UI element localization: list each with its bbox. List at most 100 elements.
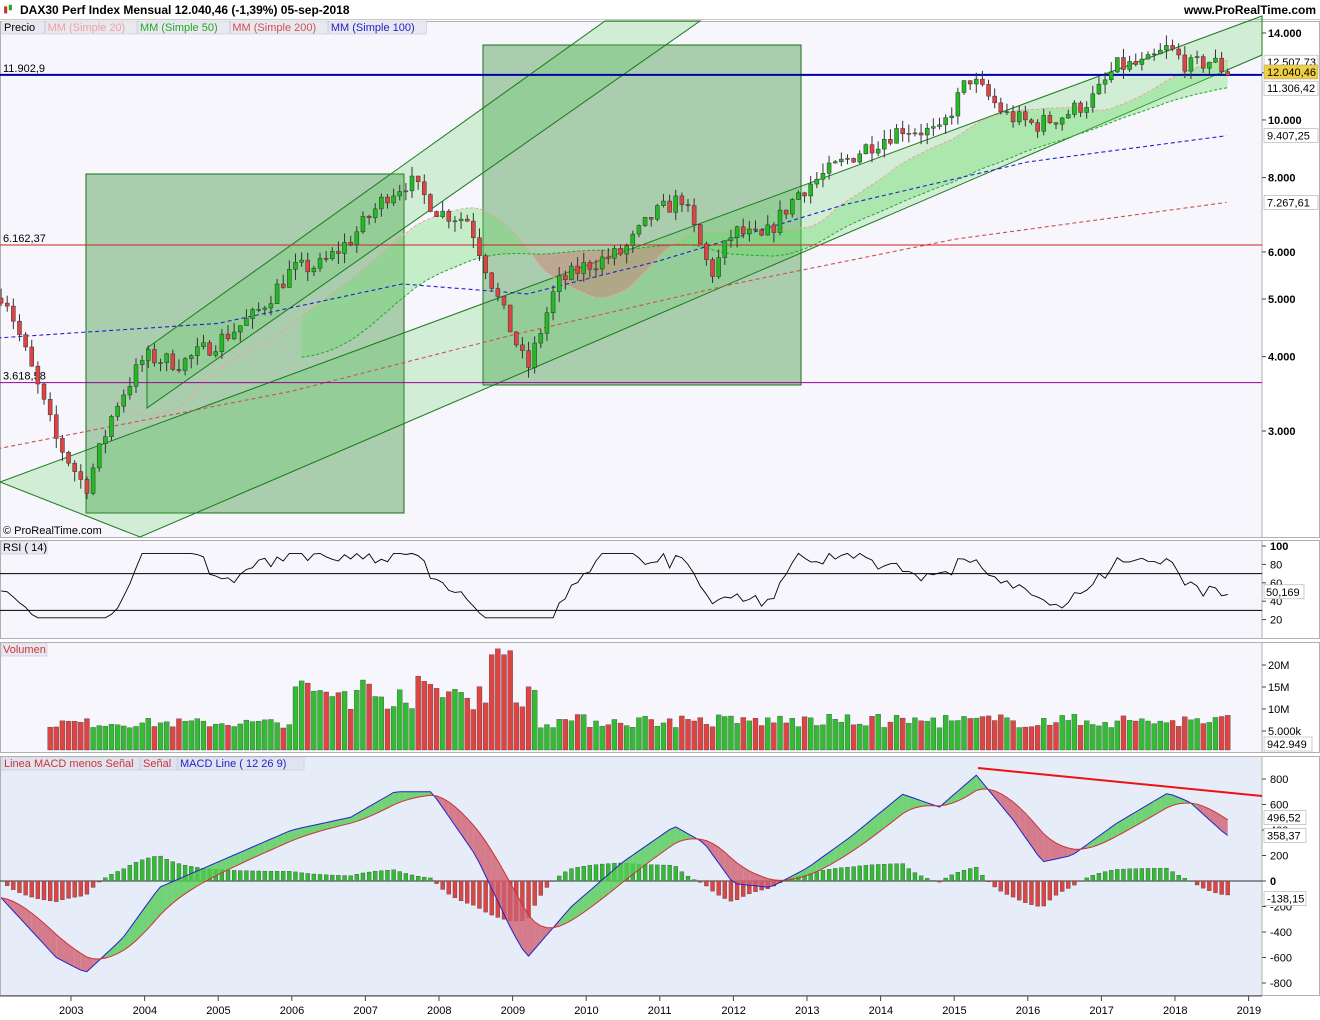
macd-cloud-segment: [1197, 804, 1204, 815]
macd-histogram-bar: [403, 873, 409, 882]
macd-histogram-bar: [1047, 880, 1053, 901]
y-tick-label: 4.000: [1268, 352, 1296, 364]
macd-cloud-segment: [859, 824, 866, 847]
macd-cloud-segment: [528, 915, 535, 957]
price-candle: [765, 215, 770, 236]
ma-cloud-segment: [442, 212, 449, 273]
rsi-tick-label: 80: [1270, 559, 1282, 571]
price-candle: [943, 114, 948, 134]
macd-value-label: -138,15: [1267, 894, 1304, 906]
volume-bar: [1157, 720, 1163, 751]
volume-bar: [108, 724, 115, 751]
volume-tick-label: 5.000k: [1268, 726, 1302, 738]
macd-cloud-segment: [804, 865, 811, 877]
macd-value-tag: [1263, 891, 1307, 906]
price-candle: [618, 244, 623, 256]
candle-body: [931, 126, 936, 129]
ma-cloud-segment: [387, 242, 394, 312]
macd-histogram-bar: [1151, 868, 1157, 882]
candle-body: [839, 158, 844, 163]
macd-cloud-segment: [810, 861, 817, 875]
candle-body: [115, 405, 120, 417]
price-candle: [348, 235, 353, 247]
candle-body: [636, 225, 642, 235]
macd-cloud-segment: [1019, 807, 1026, 838]
volume-bar: [78, 722, 84, 751]
price-candle: [753, 220, 758, 232]
volume-bar: [562, 719, 568, 751]
candle-body: [722, 240, 728, 258]
macd-histogram-bar: [955, 872, 961, 882]
ma-cloud-segment: [1148, 88, 1155, 110]
price-candle: [630, 230, 636, 253]
candle-body: [1121, 57, 1126, 70]
site-link[interactable]: www.ProRealTime.com: [1183, 3, 1316, 17]
macd-histogram-bar: [41, 880, 47, 901]
macd-cloud-segment: [283, 831, 290, 845]
volume-bar: [366, 683, 372, 751]
price-candle: [790, 198, 795, 218]
volume-bar: [495, 648, 501, 751]
macd-histogram-bar: [649, 864, 654, 882]
price-candle: [1108, 62, 1114, 83]
macd-cloud-segment: [307, 825, 314, 835]
macd-cloud-segment: [399, 791, 406, 803]
macd-histogram-bar: [78, 880, 83, 897]
candle-body: [35, 365, 41, 385]
volume-bar: [286, 724, 292, 751]
volume-bar: [1163, 722, 1170, 751]
price-candle: [563, 270, 568, 290]
volume-bar: [1212, 717, 1219, 751]
volume-bar: [194, 718, 200, 751]
macd-histogram-bar: [1127, 868, 1132, 882]
candle-body: [685, 204, 691, 206]
candle-body: [1115, 57, 1120, 73]
ma-cloud-segment: [583, 250, 590, 296]
price-candle: [869, 136, 875, 163]
x-tick-label: 2008: [427, 1005, 451, 1017]
macd-histogram-bar: [716, 880, 721, 896]
ma-cloud-segment: [645, 246, 652, 272]
macd-histogram-bar: [967, 868, 973, 882]
macd-histogram-bar: [379, 870, 384, 882]
ma-cloud-segment: [332, 288, 339, 350]
price-candle: [667, 194, 672, 213]
candle-body: [624, 245, 629, 255]
price-candle: [1194, 50, 1200, 65]
candle-body: [943, 117, 948, 126]
macd-cloud-segment: [675, 826, 682, 844]
price-candle: [446, 209, 452, 229]
macd-histogram-bar: [158, 855, 163, 882]
macd-cloud-segment: [1209, 808, 1216, 826]
ma-cloud-segment: [976, 120, 983, 172]
macd-histogram-bar: [409, 874, 415, 882]
volume-bar: [1065, 720, 1071, 751]
price-candle: [311, 265, 317, 277]
ma-cloud-segment: [1049, 108, 1056, 144]
candle-body: [1072, 102, 1077, 115]
macd-cloud-segment: [234, 852, 241, 867]
candle-body: [415, 175, 421, 183]
legend-box: [137, 20, 230, 35]
macd-histogram-bar: [1017, 880, 1022, 901]
price-candle: [164, 352, 169, 372]
price-candle: [182, 357, 188, 376]
macd-histogram-bar: [1023, 880, 1028, 903]
candle-body: [716, 257, 721, 277]
volume-bar: [1145, 720, 1151, 751]
volume-bar: [949, 720, 955, 751]
volume-bar: [630, 727, 636, 751]
macd-histogram-bar: [458, 880, 464, 902]
price-candle: [691, 198, 697, 233]
ma-cloud-segment: [712, 231, 719, 252]
candle-body: [1004, 111, 1010, 113]
volume-bar: [1218, 716, 1225, 751]
volume-bar: [936, 727, 943, 751]
rsi-value-tag: [1263, 584, 1305, 600]
macd-histogram-bar: [550, 880, 556, 882]
ma-cloud-segment: [485, 211, 492, 257]
price-candle: [78, 464, 84, 489]
candle-body: [262, 307, 268, 310]
price-candle: [458, 212, 464, 229]
